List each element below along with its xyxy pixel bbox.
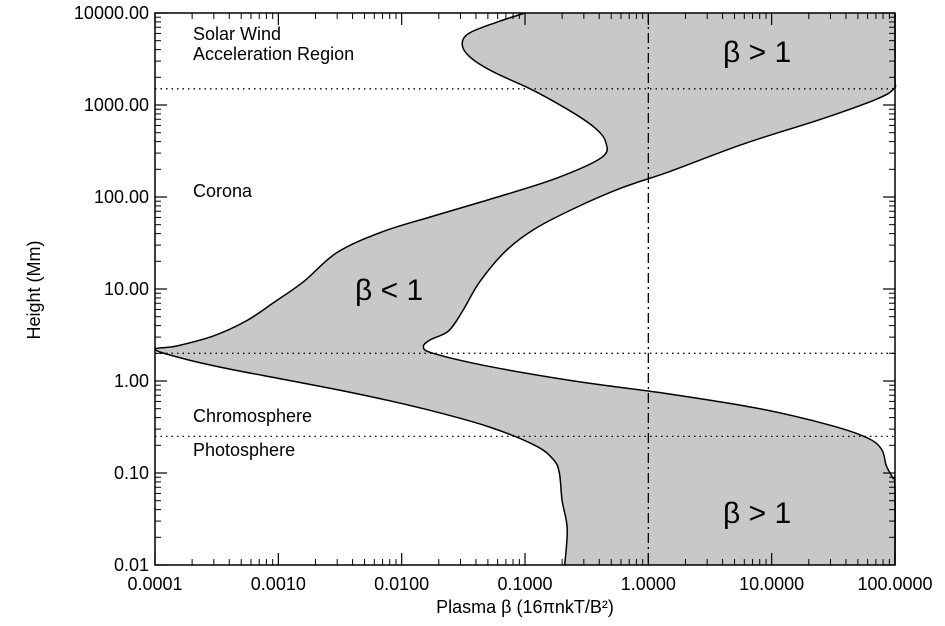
region-label-acceleration-region: Acceleration Region [193,44,354,64]
region-label-corona: Corona [193,181,253,201]
y-tick-label: 10000.00 [74,3,149,23]
x-tick-label: 0.0010 [251,574,306,594]
y-tick-label: 1000.00 [84,95,149,115]
y-tick-label: 0.10 [114,463,149,483]
beta-label-middle: β < 1 [355,274,423,307]
x-tick-label: 0.0100 [374,574,429,594]
x-tick-label: 0.0001 [127,574,182,594]
x-tick-labels: 0.0001 0.0010 0.0100 0.1000 1.0000 10.0000 100… [127,574,932,594]
x-axis-title: Plasma β (16πnkT/B²) [436,597,614,617]
region-label-chromosphere: Chromosphere [193,406,312,426]
shaded-region [154,13,896,565]
x-tick-label: 1.0000 [621,574,676,594]
beta-label-lower: β > 1 [723,497,791,530]
region-boundaries [154,12,897,566]
axis-ticks [154,12,896,566]
y-tick-label: 10.00 [104,279,149,299]
x-tick-label: 0.1000 [497,574,552,594]
y-axis-title: Height (Mm) [24,240,44,339]
beta-label-upper: β > 1 [723,36,791,69]
y-tick-label: 100.00 [94,187,149,207]
x-tick-label: 10.0000 [739,574,804,594]
right-boundary-curve [422,12,897,566]
region-label-photosphere: Photosphere [193,440,295,460]
y-tick-labels: 0.01 0.10 1.00 10.00 100.00 1000.00 10000.00 [74,3,149,575]
y-tick-label: 1.00 [114,371,149,391]
beta-less-than-one-region [154,13,896,565]
left-boundary-curve [154,12,609,566]
reference-lines [155,13,895,565]
x-tick-label: 100.0000 [857,574,932,594]
region-label-solar-wind: Solar Wind [193,24,281,44]
y-tick-label: 0.01 [114,555,149,575]
